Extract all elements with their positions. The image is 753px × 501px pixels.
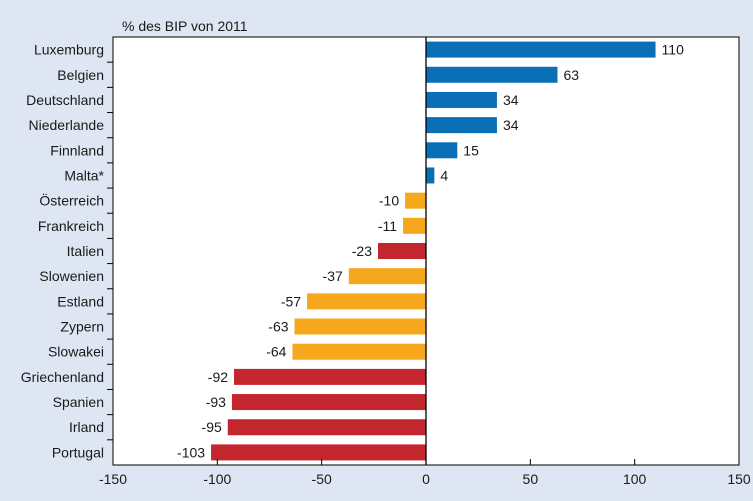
category-label: Finnland: [50, 142, 104, 158]
value-label: -57: [281, 293, 301, 309]
bar: [378, 243, 426, 259]
value-label: 15: [463, 142, 479, 158]
value-label: 34: [503, 92, 519, 108]
value-label: -95: [202, 419, 222, 435]
category-label: Frankreich: [38, 218, 104, 234]
value-label: 63: [563, 67, 579, 83]
bar: [426, 167, 435, 184]
category-label: Slowakei: [48, 344, 104, 360]
bar: [227, 419, 426, 436]
value-label: -103: [177, 444, 205, 460]
value-label: -92: [208, 369, 228, 385]
category-label: Niederlande: [29, 117, 105, 133]
bar: [294, 318, 426, 335]
value-label: -10: [379, 193, 399, 209]
value-label: -37: [323, 268, 343, 284]
unit-label: % des BIP von 2011: [122, 18, 248, 34]
plot-frame: [112, 36, 740, 466]
value-label: -93: [206, 394, 226, 410]
x-tick-label: 150: [727, 471, 751, 487]
value-label: -11: [378, 218, 397, 234]
category-label: Deutschland: [26, 92, 104, 108]
bar: [348, 268, 426, 285]
value-label: -64: [266, 344, 286, 360]
category-label: Portugal: [52, 444, 104, 460]
bar: [231, 394, 426, 411]
x-tick-label: -150: [99, 471, 127, 487]
bar: [426, 91, 497, 108]
bar: [426, 66, 558, 83]
category-label: Italien: [67, 243, 104, 259]
bar: [426, 142, 458, 159]
category-label: Estland: [57, 293, 104, 309]
x-tick-label: 100: [623, 471, 647, 487]
x-tick-label: 50: [523, 471, 539, 487]
category-label: Österreich: [39, 192, 104, 209]
bar: [211, 444, 426, 461]
bar: [292, 343, 426, 360]
x-tick-label: -100: [203, 471, 231, 487]
bar: [403, 217, 426, 234]
category-label: Griechenland: [21, 369, 104, 385]
value-label: 110: [662, 42, 685, 58]
value-label: 34: [503, 117, 519, 133]
x-tick-label: 0: [422, 471, 430, 487]
category-label: Luxemburg: [34, 42, 104, 58]
bar: [405, 192, 426, 209]
x-tick-label: -50: [312, 471, 332, 487]
bar: [234, 368, 426, 385]
category-label: Zypern: [60, 319, 104, 335]
category-label: Slowenien: [39, 268, 104, 284]
value-label: 4: [440, 167, 448, 183]
category-label: Belgien: [57, 67, 104, 83]
value-label: -23: [352, 243, 372, 259]
category-label: Spanien: [53, 394, 104, 410]
bar: [426, 117, 497, 134]
bar: [307, 293, 426, 310]
category-label: Malta*: [64, 167, 104, 183]
category-label: Irland: [69, 419, 104, 435]
bar: [426, 41, 656, 58]
value-label: -63: [268, 319, 288, 335]
